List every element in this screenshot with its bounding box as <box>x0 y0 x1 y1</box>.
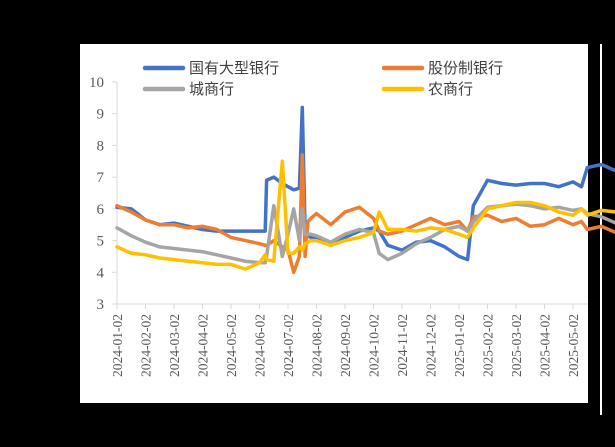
y-tick-label: 3 <box>97 297 105 313</box>
legend-label: 国有大型银行 <box>189 59 279 77</box>
legend-item-rural-commercial[interactable]: 农商行 <box>381 80 473 98</box>
x-tick-label: 2024-04-02 <box>196 314 211 377</box>
x-tick-label: 2024-08-02 <box>310 314 325 377</box>
y-tick-label: 10 <box>89 75 104 91</box>
legend-item-state-owned[interactable]: 国有大型银行 <box>142 59 279 77</box>
y-tick-label: 5 <box>97 234 105 250</box>
x-tick-label: 2025-02-02 <box>481 314 496 377</box>
legend-item-city-commercial[interactable]: 城商行 <box>142 80 234 98</box>
x-tick-label: 2024-07-02 <box>281 314 296 377</box>
x-tick-label: 2024-01-02 <box>110 314 125 377</box>
x-tick-label: 2025-01-02 <box>452 314 467 377</box>
x-tick-label: 2024-03-02 <box>167 314 182 377</box>
y-tick-label: 6 <box>97 202 105 218</box>
legend-item-joint-stock[interactable]: 股份制银行 <box>381 59 503 77</box>
plot-lines <box>115 105 615 275</box>
y-tick-label: 4 <box>97 265 105 281</box>
x-tick-label: 2024-12-02 <box>424 314 439 377</box>
x-tick-label: 2024-02-02 <box>139 314 154 377</box>
y-tick-label: 7 <box>97 170 105 186</box>
series-line <box>115 202 615 265</box>
legend: 国有大型银行 股份制银行 城商行 农商行 <box>142 59 503 98</box>
y-tick-label: 8 <box>97 138 105 154</box>
legend-label: 农商行 <box>428 80 473 98</box>
series-line <box>115 153 615 275</box>
x-tick-label: 2024-06-02 <box>253 314 268 377</box>
x-tick-label: 2025-04-02 <box>538 314 553 377</box>
legend-label: 股份制银行 <box>428 59 503 77</box>
y-axis: 3 4 5 6 7 8 9 10 <box>89 75 118 313</box>
x-tick-label: 2024-10-02 <box>367 314 382 377</box>
x-tick-label: 2025-03-02 <box>509 314 524 377</box>
legend-label: 城商行 <box>189 80 234 98</box>
x-axis: 2024-01-02 2024-02-02 2024-03-02 2024-04-02… <box>110 303 588 377</box>
series-line <box>115 159 615 271</box>
y-tick-label: 9 <box>97 107 105 123</box>
x-tick-label: 2024-09-02 <box>338 314 353 377</box>
x-tick-label: 2024-11-02 <box>395 314 410 377</box>
panel-edge <box>600 44 602 415</box>
series-line <box>115 105 615 262</box>
x-tick-label: 2024-05-02 <box>224 314 239 377</box>
x-tick-label: 2025-05-02 <box>566 314 581 377</box>
